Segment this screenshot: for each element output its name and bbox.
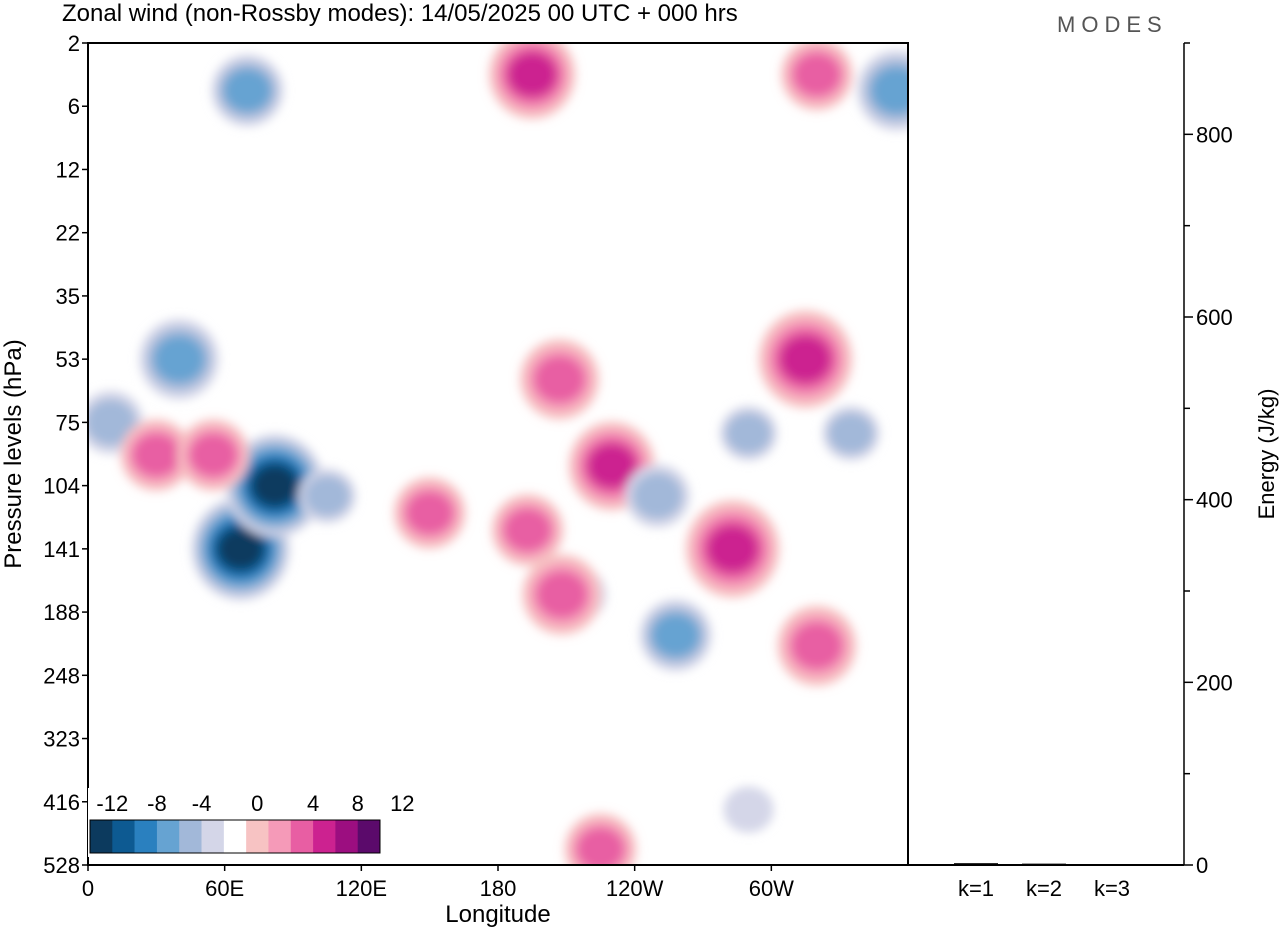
wind-feature-2-level-2 — [154, 336, 205, 383]
wind-field — [88, 43, 908, 865]
wind-feature-11-level-2 — [534, 356, 585, 403]
wind-feature-17-level-1 — [828, 412, 874, 454]
wind-feature-20-level-2 — [536, 571, 587, 618]
colorbar-label: -12 — [96, 791, 128, 816]
wind-feature-23-level-0 — [723, 786, 774, 833]
colorbar-swatch — [313, 820, 336, 853]
x-axis-label: Longitude — [445, 901, 550, 928]
y-tick-label: 53 — [56, 347, 80, 372]
colorbar-swatch — [223, 820, 247, 853]
y-tick-label: 2 — [68, 31, 80, 56]
colorbar-label: -4 — [192, 791, 212, 816]
energy-tick-label: 400 — [1196, 488, 1233, 513]
x-tick-label: 120E — [336, 876, 387, 901]
colorbar-swatch — [357, 820, 381, 853]
colorbar-label: 0 — [251, 791, 263, 816]
wind-feature-10-level-3 — [588, 444, 636, 488]
wind-feature-8-level-2 — [871, 67, 908, 114]
energy-bars: k=1 k=2 k=3 — [954, 863, 1134, 901]
colorbar-swatch — [179, 820, 202, 853]
y-tick-label: 75 — [56, 410, 80, 435]
x-tick-label: 0 — [82, 876, 94, 901]
wind-feature-6-level-3 — [508, 53, 556, 97]
colorbar-label: -8 — [147, 791, 167, 816]
wind-feature-16-level-1 — [725, 412, 772, 454]
colorbar-swatch — [335, 820, 358, 853]
energy-tick-label: 800 — [1196, 122, 1233, 147]
energy-tick-label: 200 — [1196, 670, 1233, 695]
colorbar-label: 12 — [390, 791, 414, 816]
y-tick-label: 35 — [56, 284, 80, 309]
modes-logo: MODES — [1057, 12, 1168, 37]
wind-feature-3-level-1 — [88, 399, 136, 446]
wind-feature-13-level-2 — [652, 614, 700, 657]
wind-feature-7-level-2 — [793, 53, 841, 96]
y-tick-label: 104 — [43, 474, 80, 499]
colorbar-label: 4 — [307, 791, 319, 816]
wind-feature-18-level-2 — [406, 491, 454, 535]
wind-feature-24-level-1 — [304, 475, 350, 517]
y-tick-label: 528 — [43, 853, 80, 878]
colorbar: -12 -8 -4 0 4 8 12 — [88, 788, 415, 857]
x-tick-label: 60E — [205, 876, 244, 901]
chart-title: Zonal wind (non-Rossby modes): 14/05/202… — [62, 0, 738, 27]
energy-bar-label: k=3 — [1094, 876, 1130, 901]
energy-bar-label: k=2 — [1026, 876, 1062, 901]
colorbar-swatch — [201, 820, 225, 853]
energy-tick-label: 600 — [1196, 305, 1233, 330]
colorbar-swatch — [156, 820, 180, 853]
x-tick-label: 60W — [749, 876, 794, 901]
y-tick-label: 141 — [43, 537, 80, 562]
y-tick-label: 416 — [43, 790, 80, 815]
y-tick-label: 248 — [43, 663, 80, 688]
colorbar-swatch — [134, 820, 158, 853]
wind-feature-19-level-2 — [504, 508, 552, 552]
pressure-axis: 2 6 12 22 35 53 75 104 141 188 248 323 416 528 — [43, 31, 88, 878]
y-tick-label: 323 — [43, 727, 80, 752]
colorbar-swatch — [90, 820, 113, 853]
y-tick-label: 12 — [56, 157, 80, 182]
colorbar-swatch — [246, 820, 269, 853]
wind-feature-15-level-1 — [632, 472, 683, 519]
energy-bar — [954, 863, 998, 865]
colorbar-frame — [89, 819, 381, 854]
colorbar-swatch — [268, 820, 292, 853]
x-tick-label: 180 — [480, 876, 517, 901]
colorbar-swatch — [290, 820, 314, 853]
energy-panel: k=1 k=2 k=3 0 200 400 600 800 Energy (J/kg) — [908, 42, 1279, 901]
y-tick-label: 22 — [56, 221, 80, 246]
wind-feature-5-level-2 — [189, 433, 237, 477]
wind-feature-22-level-2 — [577, 828, 624, 865]
wind-feature-9-level-3 — [780, 336, 831, 383]
energy-tick-label: 0 — [1196, 853, 1208, 878]
energy-axis-label: Energy (J/kg) — [1254, 389, 1279, 520]
wind-feature-25-level-2 — [224, 69, 271, 112]
wind-feature-12-level-3 — [707, 525, 758, 572]
wind-feature-1-level-5 — [252, 466, 297, 506]
y-tick-label: 6 — [68, 94, 80, 119]
colorbar-label: 8 — [352, 791, 364, 816]
wind-feature-0-level-5 — [218, 529, 263, 569]
y-tick-label: 188 — [43, 600, 80, 625]
energy-bar — [1022, 863, 1066, 866]
energy-bar-label: k=1 — [958, 876, 994, 901]
colorbar-swatch — [112, 820, 135, 853]
energy-bar — [1090, 864, 1134, 866]
longitude-axis: 0 60E 120E 180 120W 60W — [82, 865, 794, 901]
wind-feature-21-level-2 — [791, 622, 842, 669]
wind-feature-4-level-2 — [132, 433, 180, 477]
y-axis-label: Pressure levels (hPa) — [0, 339, 27, 568]
energy-axis: 0 200 400 600 800 — [1184, 42, 1233, 878]
heatmap-panel: 2 6 12 22 35 53 75 104 141 188 248 323 416 528 0 60E 12… — [0, 31, 909, 928]
x-tick-label: 120W — [606, 876, 664, 901]
